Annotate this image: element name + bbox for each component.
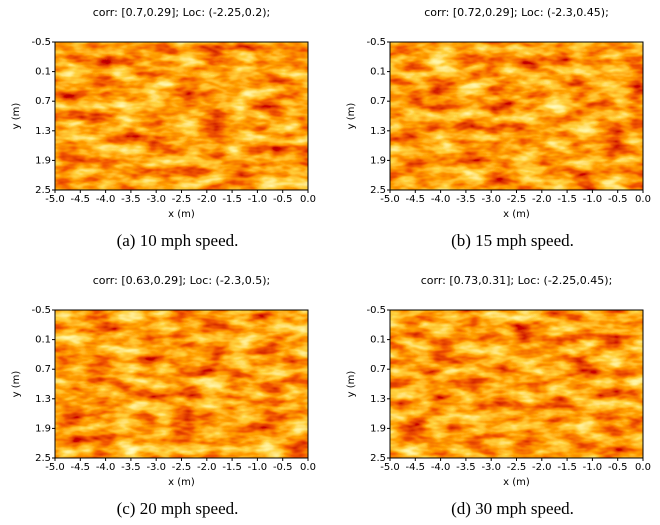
y-axis-label: y (m) [346,371,357,398]
x-tick-label: -2.5 [172,194,192,205]
x-tick-label: -1.5 [557,462,577,473]
x-tick-label: -1.0 [248,194,268,205]
x-tick-label: -0.5 [273,194,293,205]
x-axis-label: x (m) [503,477,530,488]
y-tick-label: 0.7 [370,96,386,107]
y-tick-label: 1.9 [370,423,386,434]
x-tick-label: 0.0 [635,194,651,205]
y-tick-label: -0.5 [366,305,386,316]
y-tick-label: -0.5 [366,37,386,48]
y-tick-label: 1.3 [35,126,51,137]
x-tick-label: -3.0 [146,462,166,473]
x-tick-label: -4.5 [406,462,426,473]
x-tick-label: -3.0 [481,194,501,205]
y-tick-label: 0.7 [35,96,51,107]
y-tick-label: 0.7 [370,364,386,375]
x-tick-label: -2.5 [507,462,527,473]
y-tick-label: 1.9 [370,155,386,166]
x-tick-label: -1.5 [222,462,242,473]
x-tick-label: -5.0 [380,462,400,473]
x-tick-label: -5.0 [45,462,65,473]
chart-title: corr: [0.63,0.29]; Loc: (-2.3,0.5); [93,274,271,287]
y-tick-label: -0.5 [31,305,51,316]
y-tick-label: 2.5 [35,453,51,464]
caption: (a) 10 mph speed. [117,231,239,250]
x-tick-label: -1.0 [583,462,603,473]
x-tick-label: -0.5 [273,462,293,473]
x-tick-label: -4.5 [71,462,91,473]
y-tick-label: 2.5 [35,185,51,196]
heatmap [55,310,308,458]
x-tick-label: 0.0 [300,462,316,473]
y-tick-label: 0.1 [370,335,386,346]
x-tick-label: -5.0 [380,194,400,205]
x-tick-label: -1.5 [557,194,577,205]
heatmap [55,42,308,190]
heatmap [390,42,643,190]
x-tick-label: -4.0 [96,194,116,205]
x-tick-label: -0.5 [608,462,628,473]
y-tick-label: 0.1 [35,67,51,78]
x-tick-label: -3.0 [146,194,166,205]
chart-title: corr: [0.73,0.31]; Loc: (-2.25,0.45); [421,274,613,287]
y-axis-label: y (m) [346,103,357,130]
y-tick-label: 1.3 [370,394,386,405]
y-tick-label: 2.5 [370,453,386,464]
y-axis-label: y (m) [11,371,22,398]
x-tick-label: -4.5 [71,194,91,205]
x-axis-label: x (m) [168,209,195,220]
x-tick-label: -3.5 [456,462,476,473]
y-tick-label: 1.9 [35,423,51,434]
x-tick-label: -3.5 [121,194,141,205]
x-tick-label: -2.0 [197,194,217,205]
x-tick-label: -5.0 [45,194,65,205]
x-tick-label: -1.0 [583,194,603,205]
x-tick-label: -2.0 [532,462,552,473]
x-axis-label: x (m) [168,477,195,488]
chart-title: corr: [0.7,0.29]; Loc: (-2.25,0.2); [93,6,271,19]
x-tick-label: -1.5 [222,194,242,205]
caption: (d) 30 mph speed. [451,499,574,518]
y-tick-label: 0.7 [35,364,51,375]
heatmap [390,310,643,458]
caption: (c) 20 mph speed. [117,499,239,518]
y-tick-label: 0.1 [35,335,51,346]
x-tick-label: -3.0 [481,462,501,473]
x-tick-label: -4.0 [431,194,451,205]
x-tick-label: -3.5 [121,462,141,473]
y-tick-label: -0.5 [31,37,51,48]
x-tick-label: -4.5 [406,194,426,205]
x-tick-label: 0.0 [300,194,316,205]
chart-title: corr: [0.72,0.29]; Loc: (-2.3,0.45); [424,6,609,19]
y-tick-label: 1.3 [35,394,51,405]
x-tick-label: -0.5 [608,194,628,205]
x-tick-label: -1.0 [248,462,268,473]
x-tick-label: -2.5 [172,462,192,473]
x-tick-label: -4.0 [431,462,451,473]
x-tick-label: 0.0 [635,462,651,473]
x-tick-label: -2.0 [197,462,217,473]
y-axis-label: y (m) [11,103,22,130]
x-axis-label: x (m) [503,209,530,220]
x-tick-label: -4.0 [96,462,116,473]
x-tick-label: -3.5 [456,194,476,205]
y-tick-label: 1.3 [370,126,386,137]
y-tick-label: 0.1 [370,67,386,78]
caption: (b) 15 mph speed. [451,231,574,250]
y-tick-label: 1.9 [35,155,51,166]
y-tick-label: 2.5 [370,185,386,196]
x-tick-label: -2.0 [532,194,552,205]
x-tick-label: -2.5 [507,194,527,205]
